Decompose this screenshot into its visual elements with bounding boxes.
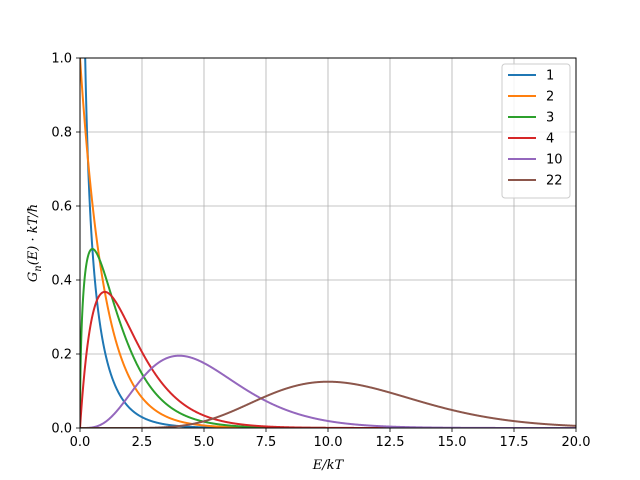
legend: 1 2 3 4 10 22 bbox=[501, 63, 571, 199]
y-tick-label: 0.6 bbox=[51, 200, 72, 215]
y-tick-label: 0.4 bbox=[51, 274, 72, 289]
x-tick-label: 2.5 bbox=[132, 435, 153, 450]
legend-label: 2 bbox=[546, 90, 554, 105]
x-tick-label: 12.5 bbox=[376, 435, 405, 450]
x-tick-label: 7.5 bbox=[256, 435, 277, 450]
y-tick-label: 0.2 bbox=[51, 348, 72, 363]
legend-label: 22 bbox=[546, 174, 563, 189]
y-tick-label: 0.8 bbox=[51, 126, 72, 141]
series-line-22 bbox=[80, 380, 576, 428]
x-axis-label: E/kT bbox=[312, 458, 345, 473]
series-line-1 bbox=[84, 58, 576, 428]
x-tick-label: 15.0 bbox=[438, 435, 467, 450]
x-tick-label: 10.0 bbox=[314, 435, 343, 450]
legend-box bbox=[501, 63, 571, 199]
legend-label: 1 bbox=[546, 69, 554, 84]
legend-label: 10 bbox=[546, 153, 563, 168]
x-tick-label: 20.0 bbox=[562, 435, 591, 450]
x-tick-label: 17.5 bbox=[500, 435, 529, 450]
y-tick-label: 1.0 bbox=[51, 52, 72, 67]
x-tick-label: 5.0 bbox=[194, 435, 215, 450]
ticks: 0.0 2.5 5.0 7.5 10.0 12.5 15.0 17.5 20.0 0.0 0.2 0.… bbox=[51, 52, 590, 451]
y-tick-label: 0.0 bbox=[51, 422, 72, 437]
y-axis-label: Gn(E) · kT/ħ bbox=[26, 204, 44, 282]
legend-label: 3 bbox=[546, 111, 554, 126]
legend-label: 4 bbox=[546, 132, 554, 147]
x-tick-label: 0.0 bbox=[70, 435, 91, 450]
